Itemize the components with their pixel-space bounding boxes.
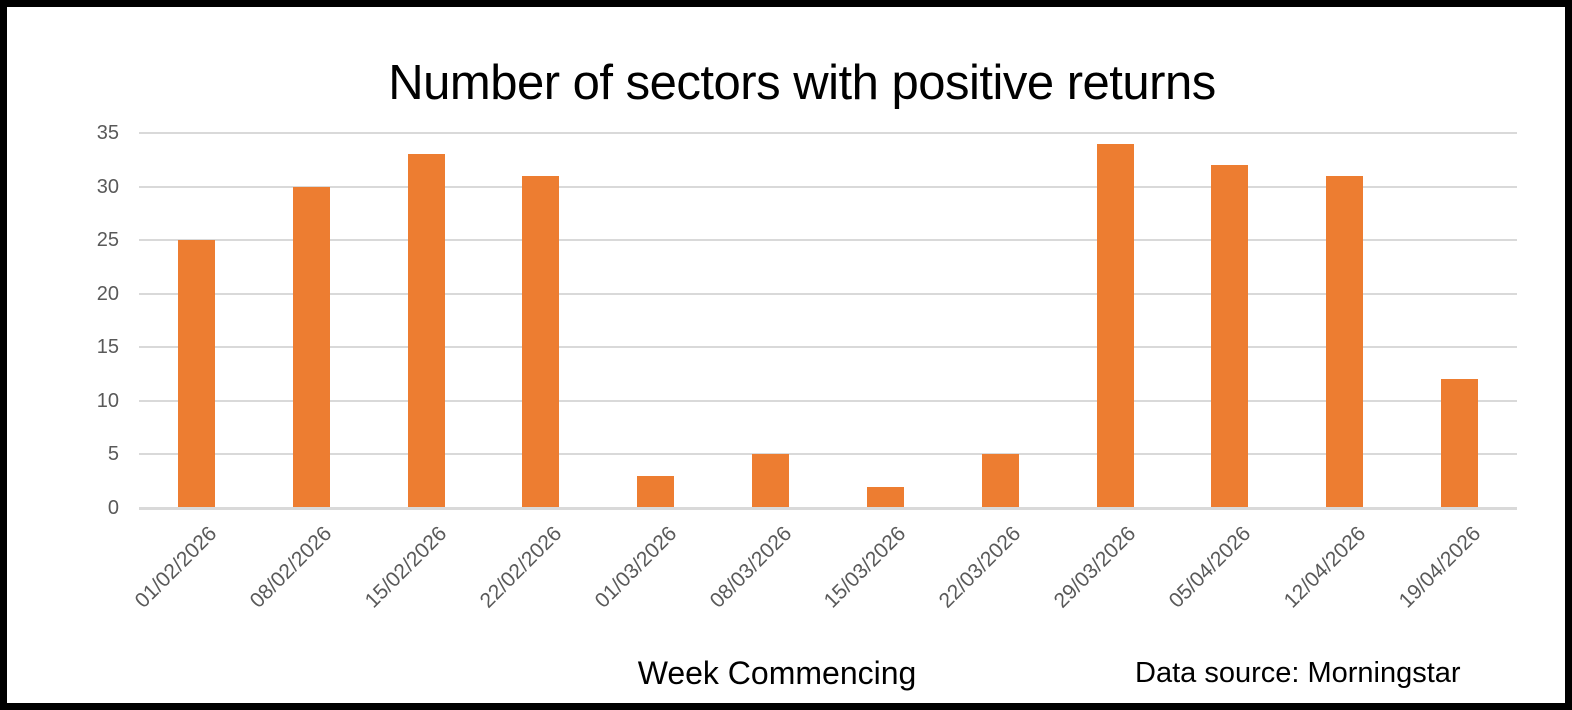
y-tick-label: 15 <box>96 336 119 359</box>
y-tick-label: 10 <box>96 389 119 412</box>
x-tick-label: 05/04/2026 <box>1164 522 1256 613</box>
x-tick-label: 15/02/2026 <box>360 522 452 613</box>
bar-15/02/2026 <box>407 154 445 507</box>
bar-22/02/2026 <box>522 175 560 507</box>
y-tick-label: 20 <box>96 282 119 305</box>
y-tick-label: 5 <box>107 443 119 466</box>
gridline-y-5 <box>139 453 1517 456</box>
bar-15/03/2026 <box>866 486 904 507</box>
gridline-y-15 <box>139 346 1517 349</box>
x-tick-label: 08/02/2026 <box>245 522 337 613</box>
x-tick-label: 12/04/2026 <box>1279 522 1371 613</box>
bar-08/02/2026 <box>292 186 330 507</box>
x-tick-label: 15/03/2026 <box>820 522 911 613</box>
gridline-y-35 <box>139 132 1517 134</box>
gridline-y-0 <box>139 507 1517 510</box>
gridline-y-10 <box>139 399 1517 402</box>
y-tick-label: 0 <box>107 497 119 519</box>
gridline-y-30 <box>139 185 1517 188</box>
bar-12/04/2026 <box>1326 175 1364 507</box>
x-tick-label: 22/03/2026 <box>934 522 1026 613</box>
gridline-y-20 <box>139 292 1517 295</box>
x-tick-label: 01/02/2026 <box>131 522 222 613</box>
y-tick-label: 35 <box>96 122 119 144</box>
bar-22/03/2026 <box>981 454 1019 507</box>
bar-01/03/2026 <box>637 475 675 507</box>
x-tick-label: 19/04/2026 <box>1394 522 1485 613</box>
bar-29/03/2026 <box>1096 143 1134 507</box>
bar-19/04/2026 <box>1441 379 1479 507</box>
x-tick-label: 29/03/2026 <box>1049 522 1141 613</box>
chart-title: Number of sectors with positive returns <box>388 56 1216 110</box>
bar-05/04/2026 <box>1211 165 1249 507</box>
plot-area <box>139 132 1517 510</box>
gridline-y-25 <box>139 239 1517 242</box>
bar-08/03/2026 <box>752 454 790 507</box>
data-source-note: Data source: Morningstar <box>1135 657 1461 689</box>
x-tick-label: 08/03/2026 <box>705 522 796 613</box>
y-tick-label: 30 <box>96 175 119 198</box>
x-tick-label: 22/02/2026 <box>475 522 567 613</box>
y-tick-label: 25 <box>96 229 119 252</box>
x-tick-label: 01/03/2026 <box>590 522 682 613</box>
x-axis-title: Week Commencing <box>637 655 917 691</box>
bar-01/02/2026 <box>177 240 215 507</box>
